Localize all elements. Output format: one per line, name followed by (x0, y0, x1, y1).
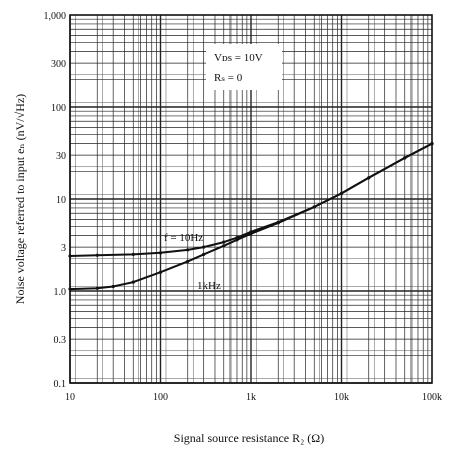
data-point (202, 252, 206, 256)
y-tick-labels: 0.1 0.3 1.0 3 10 30 100 300 1,000 (44, 11, 67, 390)
x-tick-label: 100 (153, 392, 168, 403)
plot-frame (69, 14, 433, 384)
y-tick-label: 30 (56, 151, 66, 162)
data-point (186, 259, 190, 263)
plot-border (69, 14, 433, 384)
series-label-10hz: f = 10Hz (164, 232, 203, 244)
data-point (95, 253, 99, 257)
data-point (249, 232, 253, 236)
data-point (339, 191, 344, 196)
data-point (276, 221, 280, 225)
data-point (186, 248, 190, 252)
data-point (95, 286, 99, 290)
x-tick-label: 1k (246, 392, 256, 403)
x-tick-label: 10k (334, 392, 349, 403)
y-tick-label: 10 (56, 195, 66, 206)
annotation-vds: Vᴅs = 10V (214, 52, 263, 64)
data-point (131, 280, 135, 284)
series-layer (68, 142, 434, 291)
data-point (235, 238, 239, 242)
data-point (68, 254, 72, 258)
data-point (111, 284, 115, 289)
y-axis-label: Noise voltage referred to input eₙ (nV/√… (13, 94, 27, 304)
x-tick-label: 10 (65, 392, 75, 403)
series-label-1khz: 1kHz (197, 280, 221, 292)
y-tick-label: 0.1 (54, 379, 67, 390)
series-line-1khz (69, 142, 433, 291)
data-point (68, 287, 72, 291)
y-tick-label: 100 (51, 103, 66, 114)
data-point (158, 251, 163, 255)
data-point (222, 240, 226, 244)
data-point (312, 205, 316, 209)
x-axis-label: Signal source resistance R₂ (Ω) (174, 431, 324, 445)
data-point (403, 156, 407, 160)
data-point (367, 176, 371, 180)
x-tick-label: 100k (422, 392, 442, 403)
y-tick-label: 1,000 (44, 11, 67, 22)
data-point (131, 252, 135, 256)
data-point (158, 270, 163, 274)
x-tick-labels: 10 100 1k 10k 100k (65, 392, 442, 403)
y-tick-label: 3 (61, 243, 66, 254)
y-tick-label: 1.0 (54, 287, 67, 298)
annotation-box (206, 44, 282, 90)
data-point (202, 245, 206, 249)
data-point (222, 244, 226, 248)
annotation-rs: Rₛ = 0 (214, 72, 243, 84)
y-tick-label: 0.3 (54, 335, 67, 346)
data-point (430, 142, 434, 146)
y-tick-label: 300 (51, 59, 66, 70)
